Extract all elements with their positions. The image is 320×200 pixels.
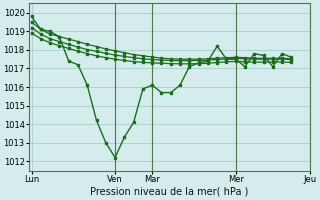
X-axis label: Pression niveau de la mer( hPa ): Pression niveau de la mer( hPa ) bbox=[90, 187, 249, 197]
